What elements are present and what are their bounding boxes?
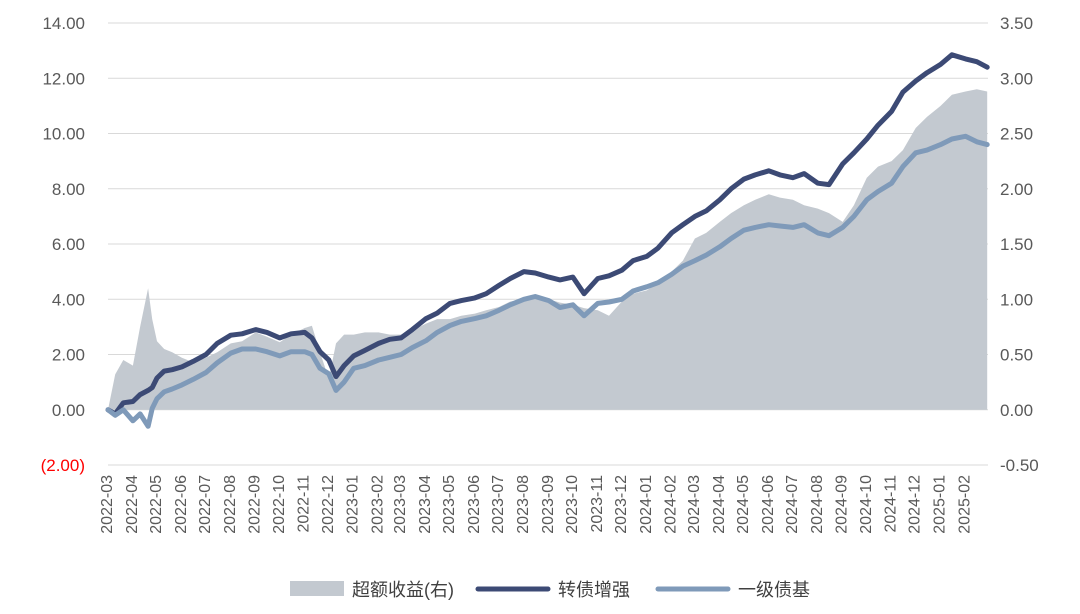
- line-series-layer: [105, 52, 990, 429]
- left-axis-ticks: (2.00) 0.00 2.00 4.00 6.00 8.00 10.00 12.00 14.0…: [41, 14, 85, 475]
- right-tick-label: 0.50: [1000, 346, 1033, 365]
- right-tick-label: -0.50: [1000, 456, 1039, 475]
- x-tick-label: 2022-09: [247, 475, 264, 534]
- x-tick-label: 2023-12: [613, 475, 630, 534]
- right-tick-label: 2.00: [1000, 180, 1033, 199]
- chart-legend: 超额收益(右) 转债增强 一级债基: [290, 580, 810, 600]
- area-series-excess-return: [108, 89, 988, 410]
- x-tick-label: 2023-05: [441, 475, 458, 534]
- x-tick-label: 2023-01: [345, 475, 362, 534]
- x-tick-label: 2023-06: [466, 475, 483, 534]
- x-tick-label: 2024-10: [858, 475, 875, 534]
- right-tick-label: 3.50: [1000, 14, 1033, 33]
- x-tick-label: 2024-01: [638, 475, 655, 534]
- x-tick-label: 2025-01: [932, 475, 949, 534]
- x-tick-label: 2022-08: [222, 475, 239, 534]
- line-series-convertible-enhanced: [105, 52, 990, 417]
- x-tick-label: 2024-04: [711, 475, 728, 534]
- right-tick-label: 3.00: [1000, 69, 1033, 88]
- right-tick-label: 1.00: [1000, 290, 1033, 309]
- x-tick-label: 2024-12: [907, 475, 924, 534]
- left-tick-label: 2.00: [52, 346, 85, 365]
- left-tick-label: 6.00: [52, 235, 85, 254]
- x-tick-label: 2023-03: [392, 475, 409, 534]
- right-tick-label: 2.50: [1000, 125, 1033, 144]
- x-tick-label: 2022-06: [173, 475, 190, 534]
- line-series-primary-bond-fund: [105, 133, 990, 429]
- x-tick-label: 2024-02: [663, 475, 680, 534]
- x-axis-ticks: 2022-03 2022-04 2022-05 2022-06 2022-07 2022-…: [99, 475, 974, 534]
- left-tick-label: 8.00: [52, 180, 85, 199]
- x-tick-label: 2023-10: [564, 475, 581, 534]
- legend-label: 一级债基: [738, 580, 810, 600]
- right-tick-label: 1.50: [1000, 235, 1033, 254]
- x-tick-label: 2022-11: [296, 475, 313, 533]
- x-tick-label: 2024-06: [760, 475, 777, 534]
- x-tick-label: 2022-05: [148, 475, 165, 534]
- x-tick-label: 2022-04: [124, 475, 141, 534]
- legend-label: 转债增强: [558, 580, 630, 600]
- right-axis-ticks: -0.50 0.00 0.50 1.00 1.50 2.00 2.50 3.00 3.50: [1000, 14, 1039, 475]
- x-tick-label: 2024-08: [809, 475, 826, 534]
- x-tick-label: 2024-11: [883, 475, 900, 533]
- x-tick-label: 2022-03: [99, 475, 116, 534]
- x-tick-label: 2023-11: [589, 475, 606, 533]
- x-tick-label: 2024-03: [686, 475, 703, 534]
- legend-item-excess-return: 超额收益(右): [290, 580, 454, 600]
- right-tick-label: 0.00: [1000, 401, 1033, 420]
- legend-label: 超额收益(右): [352, 580, 454, 600]
- x-tick-label: 2024-09: [834, 475, 851, 534]
- legend-item-primary-bond-fund: 一级债基: [655, 580, 810, 600]
- x-tick-label: 2023-02: [370, 475, 387, 534]
- left-tick-label: 0.00: [52, 401, 85, 420]
- legend-swatch: [290, 581, 344, 596]
- x-tick-label: 2022-10: [271, 475, 288, 534]
- area-series-layer: [108, 89, 988, 410]
- x-tick-label: 2023-09: [540, 475, 557, 534]
- left-tick-label: 10.00: [42, 125, 85, 144]
- x-tick-label: 2024-05: [735, 475, 752, 534]
- x-tick-label: 2023-04: [417, 475, 434, 534]
- left-tick-label: 14.00: [42, 14, 85, 33]
- legend-item-convertible-enhanced: 转债增强: [475, 580, 630, 600]
- x-tick-label: 2023-08: [515, 475, 532, 534]
- x-tick-label: 2022-12: [320, 475, 337, 534]
- left-tick-label: (2.00): [41, 456, 85, 475]
- left-tick-label: 4.00: [52, 290, 85, 309]
- x-tick-label: 2023-07: [490, 475, 507, 534]
- x-tick-label: 2025-02: [957, 475, 974, 534]
- x-tick-label: 2022-07: [197, 475, 214, 534]
- left-tick-label: 12.00: [42, 69, 85, 88]
- x-tick-label: 2024-07: [784, 475, 801, 534]
